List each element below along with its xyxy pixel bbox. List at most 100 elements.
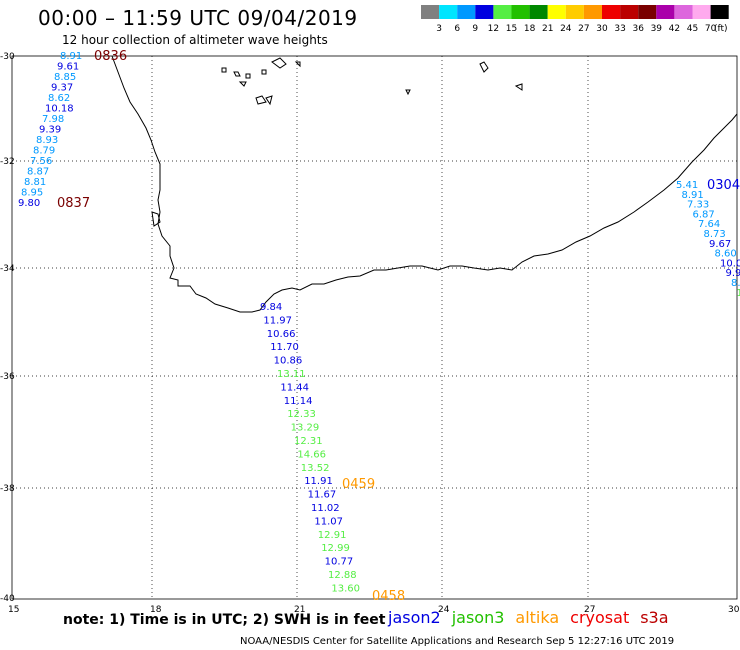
swh-value-label: 7.64 <box>698 219 720 230</box>
swh-value-label: 13.60 <box>331 583 360 594</box>
swh-value-label: 11.70 <box>270 342 299 353</box>
latitude-tick-label: -36 <box>0 372 15 382</box>
graticule <box>12 56 737 599</box>
color-scale-label: 30 <box>596 24 608 34</box>
color-scale-swatch <box>493 5 512 19</box>
swh-value-label: 5.41 <box>676 180 698 191</box>
color-scale-label: 18 <box>524 24 536 34</box>
swh-tracks: 8.919.618.859.378.6210.187.989.398.938.7… <box>18 51 740 594</box>
color-scale-swatch <box>710 5 729 19</box>
swh-value-label: 11.02 <box>311 503 340 514</box>
swh-value-label: 10.03 <box>720 258 740 269</box>
longitude-tick-label: 30 <box>728 605 740 615</box>
satellite-legend-item-s3a: s3a <box>640 608 669 627</box>
swh-value-label: 9.61 <box>57 62 79 73</box>
map-frame <box>11 55 738 600</box>
swh-value-label: 9.99 <box>726 268 740 279</box>
color-scale-swatch <box>620 5 639 19</box>
color-scale-unit: (ft) <box>714 24 728 34</box>
swh-value-label: 8.73 <box>704 229 726 240</box>
color-scale-swatch <box>421 5 440 19</box>
swh-value-label: 12.31 <box>294 436 323 447</box>
color-scale-swatch <box>656 5 675 19</box>
color-scale-swatch <box>638 5 657 19</box>
color-scale-label: 39 <box>651 24 663 34</box>
swh-value-label: 8.93 <box>36 135 58 146</box>
color-scale-swatch <box>457 5 476 19</box>
color-scale-swatch <box>674 5 693 19</box>
color-scale-swatch <box>547 5 566 19</box>
color-scale-label: 21 <box>542 24 553 34</box>
longitude-tick-label: 18 <box>150 605 162 615</box>
longitude-tick-labels: 15 18 21 24 27 30 <box>8 605 740 615</box>
color-scale-swatch <box>692 5 711 19</box>
swh-value-label: 11.14 <box>284 396 313 407</box>
satellite-legend: jason2 jason3 altika cryosat s3a <box>388 608 680 627</box>
satellite-legend-item-jason3: jason3 <box>451 608 505 627</box>
observation-time-label: 0304 <box>707 178 740 193</box>
inland-features <box>221 57 523 106</box>
swh-value-label: 8.60 <box>715 249 737 260</box>
swh-value-label: 10.18 <box>45 104 74 115</box>
swh-value-label: 13.52 <box>301 463 330 474</box>
longitude-tick-label: 24 <box>438 605 450 615</box>
swh-value-label: 8.0 <box>731 278 740 289</box>
color-scale-label: 9 <box>472 24 478 34</box>
longitude-tick-label: 15 <box>8 605 19 615</box>
observation-time-labels: 0836 0837 0304 0459 0458 <box>57 49 740 604</box>
coastline <box>111 55 738 313</box>
swh-value-label: 7.98 <box>42 114 64 125</box>
units-note: note: 1) Time is in UTC; 2) SWH is in fe… <box>63 612 386 628</box>
swh-value-label: 13.29 <box>291 423 320 434</box>
swh-value-label: 11.97 <box>263 315 292 326</box>
latitude-tick-label: -40 <box>0 594 15 604</box>
swh-value-label: 7.56 <box>30 156 52 167</box>
color-scale-label: 12 <box>488 24 499 34</box>
swh-value-label: 8.91 <box>60 51 82 62</box>
swh-value-label: 11.07 <box>314 516 343 527</box>
color-scale-label: 36 <box>632 24 644 34</box>
swh-value-label: 12.33 <box>287 409 316 420</box>
swh-value-label: 8.87 <box>27 167 49 178</box>
observation-time-label: 0837 <box>57 196 90 211</box>
color-scale-label: 15 <box>506 24 517 34</box>
swh-value-label: 8.62 <box>48 93 70 104</box>
color-scale-label: 45 <box>687 24 698 34</box>
coastline-bay <box>151 211 161 227</box>
color-scale-swatch <box>475 5 494 19</box>
swh-value-label: 9.67 <box>709 239 731 250</box>
observation-time-label: 0836 <box>94 49 127 64</box>
swh-value-label: 13.11 <box>277 369 306 380</box>
latitude-tick-label: -30 <box>0 52 15 62</box>
swh-value-label: 9.84 <box>260 302 282 313</box>
swh-value-label: 14.66 <box>297 449 326 460</box>
color-scale-label: 6 <box>454 24 460 34</box>
swh-value-label: 10.77 <box>325 557 354 568</box>
swh-value-label: 10.66 <box>267 329 296 340</box>
swh-value-label: 9.80 <box>18 198 40 209</box>
swh-value-label: 12.99 <box>321 543 350 554</box>
swh-value-label: 8.81 <box>24 177 46 188</box>
page-subtitle: 12 hour collection of altimeter wave hei… <box>62 33 328 47</box>
color-scale-swatch <box>529 5 548 19</box>
color-scale-label: 24 <box>560 24 572 34</box>
longitude-tick-label: 21 <box>294 605 305 615</box>
satellite-legend-item-altika: altika <box>515 608 560 627</box>
page-title: 00:00 – 11:59 UTC 09/04/2019 <box>38 6 358 30</box>
observation-time-label: 0459 <box>342 477 375 492</box>
color-scale-label: 42 <box>669 24 680 34</box>
color-scale-swatch <box>565 5 584 19</box>
color-scale-label: 70 <box>705 24 717 34</box>
swh-value-label: 8.79 <box>33 146 55 157</box>
longitude-tick-label: 27 <box>584 605 595 615</box>
swh-value-label: 12.91 <box>318 530 347 541</box>
swh-value-label: 7.33 <box>687 200 709 211</box>
swh-value-label: 8.85 <box>54 72 76 83</box>
color-scale-label: 27 <box>578 24 589 34</box>
color-scale-swatch <box>439 5 458 19</box>
swh-value-label: 12 <box>737 288 740 299</box>
swh-value-label: 6.87 <box>693 209 715 220</box>
latitude-tick-label: -32 <box>0 157 15 167</box>
latitude-tick-label: -34 <box>0 264 15 274</box>
